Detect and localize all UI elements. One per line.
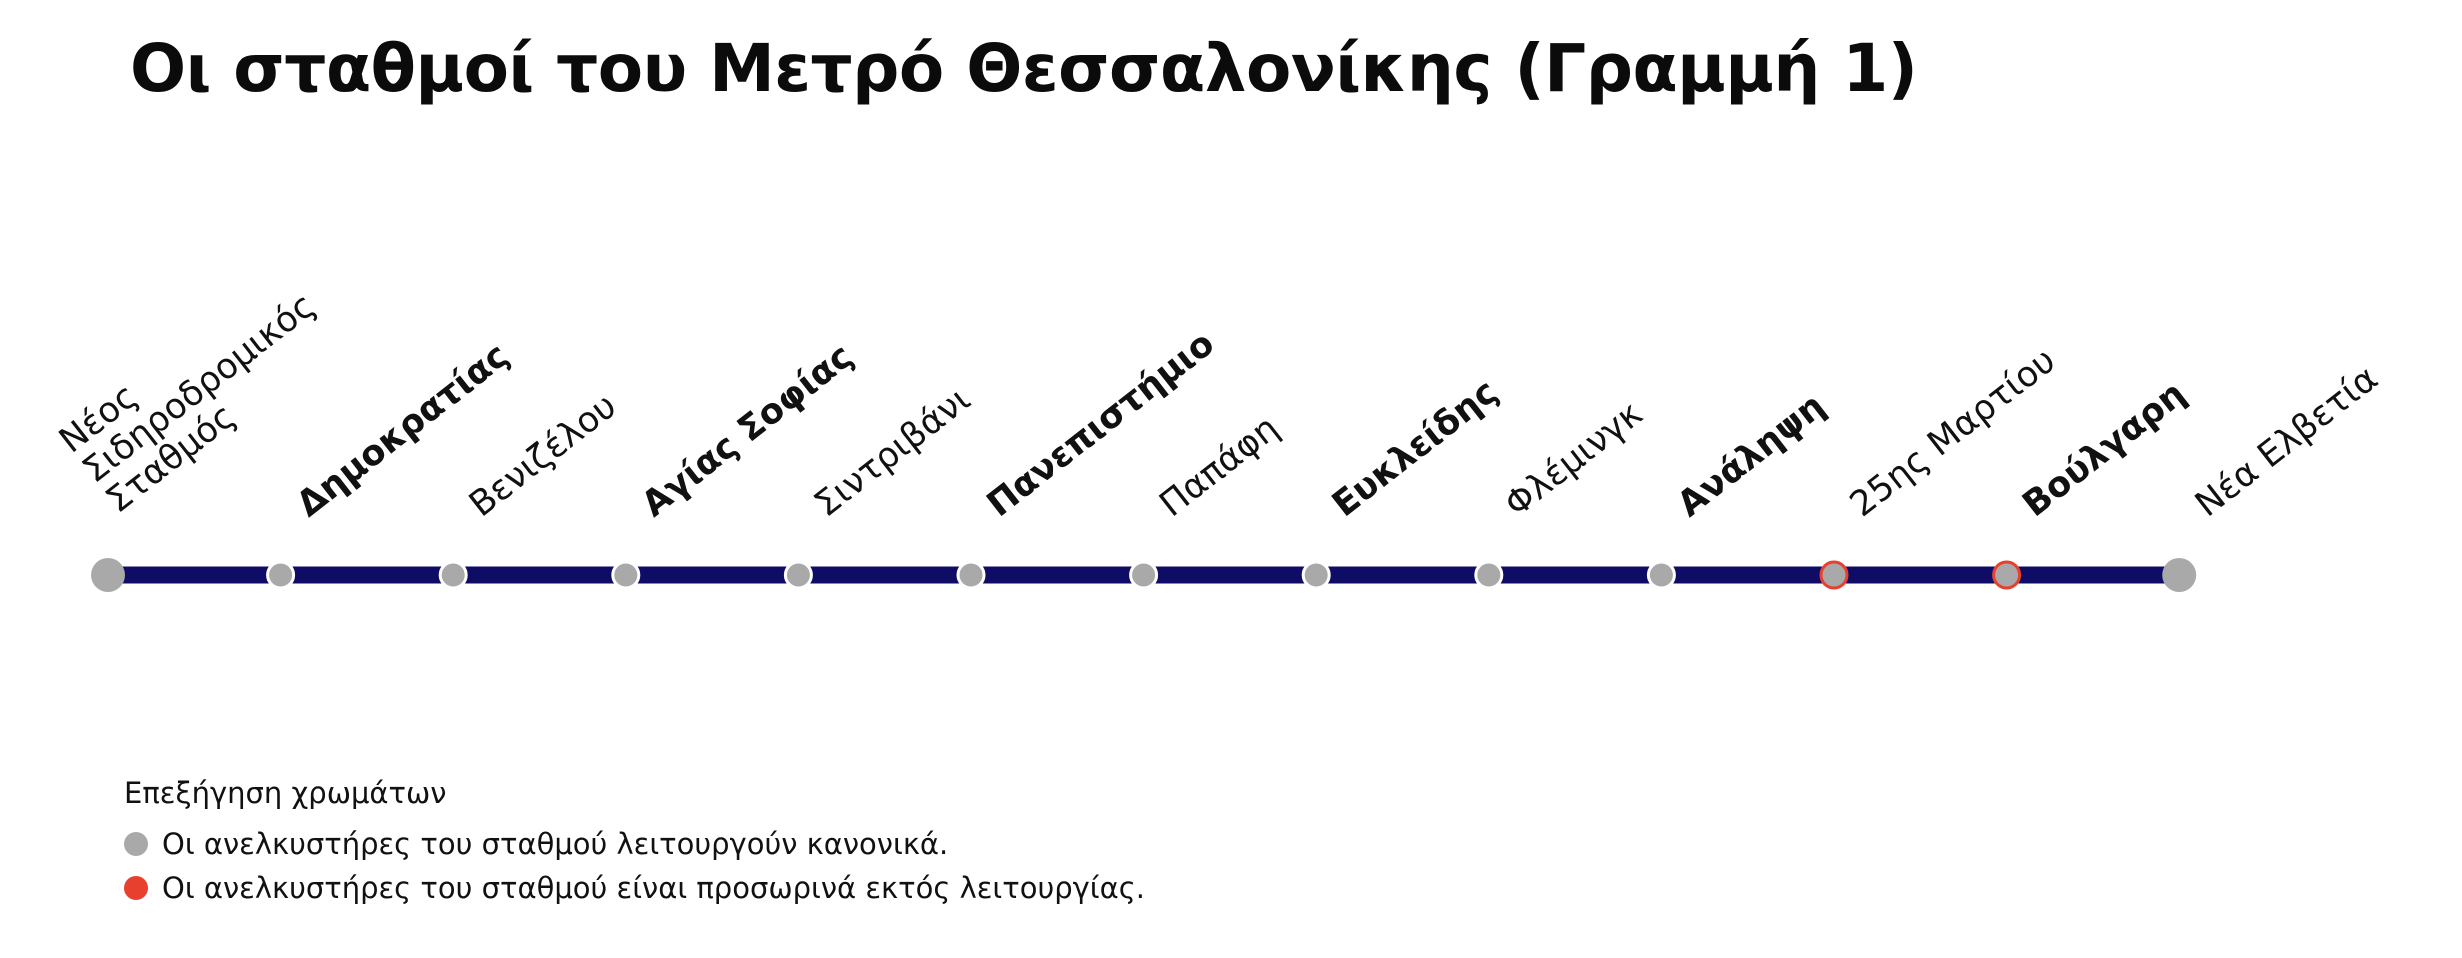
station-4-marker	[611, 560, 641, 590]
legend-item-out-of-service: Οι ανελκυστήρες του σταθμού είναι προσωρ…	[124, 866, 1145, 910]
station-7-marker	[1129, 560, 1159, 590]
legend-title: Επεξήγηση χρωμάτων	[124, 776, 447, 810]
station-10-label: Ανάληψη	[1670, 386, 1832, 525]
station-3-label: Βενιζέλου	[462, 386, 624, 525]
legend-item-operational: Οι ανελκυστήρες του σταθμού λειτουργούν …	[124, 822, 1145, 866]
station-10-marker	[1646, 560, 1676, 590]
station-3-marker	[438, 560, 468, 590]
page-title: Οι σταθμοί του Μετρό Θεσσαλονίκης (Γραμμ…	[130, 30, 1918, 107]
station-9-marker	[1474, 560, 1504, 590]
station-5-marker	[783, 560, 813, 590]
out-of-service-dot-icon	[124, 876, 148, 900]
station-13-marker	[2162, 558, 2197, 592]
station-2-marker	[266, 560, 296, 590]
station-8-label: Ευκλείδης	[1325, 372, 1505, 525]
station-5-label: Σιντριβάνι	[807, 379, 978, 525]
station-12-marker	[1992, 560, 2022, 590]
station-7-label: Παπάφη	[1153, 408, 1287, 525]
station-12-label: Βούλγαρη	[2016, 374, 2194, 525]
station-13-label: Νέα Ελβετία	[2188, 359, 2385, 526]
legend-label-operational: Οι ανελκυστήρες του σταθμού λειτουργούν …	[162, 827, 949, 861]
station-1-marker	[91, 558, 125, 592]
operational-dot-icon	[124, 832, 148, 856]
station-9-label: Φλέμινγκ	[1498, 394, 1650, 525]
station-8-marker	[1301, 560, 1331, 590]
station-11-marker	[1819, 560, 1849, 590]
station-6-marker	[956, 560, 986, 590]
station-1-label: ΝέοςΣιδηροδρομικόςΣταθμός	[52, 255, 346, 521]
legend-label-out-of-service: Οι ανελκυστήρες του σταθμού είναι προσωρ…	[162, 871, 1145, 905]
color-legend: Επεξήγηση χρωμάτων Οι ανελκυστήρες του σ…	[124, 776, 1145, 910]
